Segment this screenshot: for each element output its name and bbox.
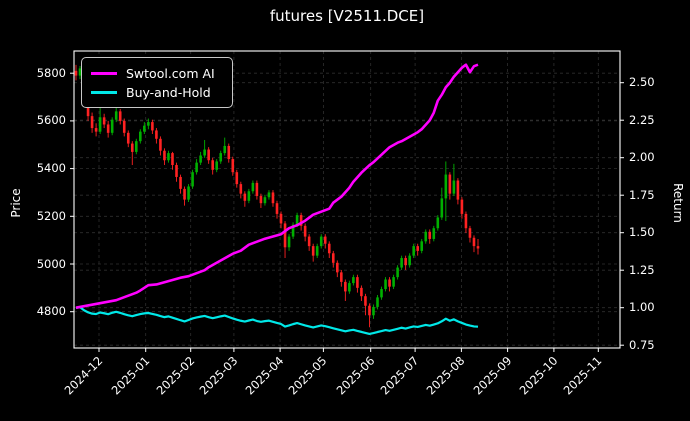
return-tick-label: 1.50 — [629, 225, 655, 240]
return-tick-label: 1.75 — [629, 187, 655, 202]
return-tick-label: 1.00 — [629, 300, 655, 315]
legend: Swtool.com AI Buy-and-Hold — [81, 57, 233, 108]
plot-border — [73, 50, 621, 349]
legend-entry: Swtool.com AI — [91, 64, 222, 83]
candlesticks — [74, 64, 480, 328]
price-tick-label: 5800 — [36, 65, 66, 80]
price-tick-label: 5400 — [36, 161, 66, 176]
buy-and-hold-line — [75, 306, 479, 336]
return-tick-label: 2.00 — [629, 150, 655, 165]
return-axis-label: Return — [671, 183, 685, 223]
legend-line-swatch — [91, 72, 117, 75]
return-tick-label: 2.25 — [629, 112, 655, 127]
page-title: futures [V2511.DCE] — [269, 7, 425, 25]
return-tick-label: 0.75 — [629, 337, 655, 352]
return-tick-label: 1.25 — [629, 262, 655, 277]
tick-marks — [70, 72, 624, 352]
legend-line-swatch — [91, 91, 117, 94]
price-tick-label: 5000 — [36, 256, 66, 271]
legend-label: Buy-and-Hold — [126, 85, 211, 100]
legend-entry: Buy-and-Hold — [91, 83, 222, 102]
price-tick-label: 4800 — [36, 304, 66, 319]
legend-label: Swtool.com AI — [126, 66, 215, 81]
return-tick-label: 2.50 — [629, 75, 655, 90]
price-tick-label: 5200 — [36, 208, 66, 223]
price-tick-label: 5600 — [36, 113, 66, 128]
price-axis-label: Price — [9, 188, 23, 218]
ai-strategy-line — [75, 63, 479, 309]
